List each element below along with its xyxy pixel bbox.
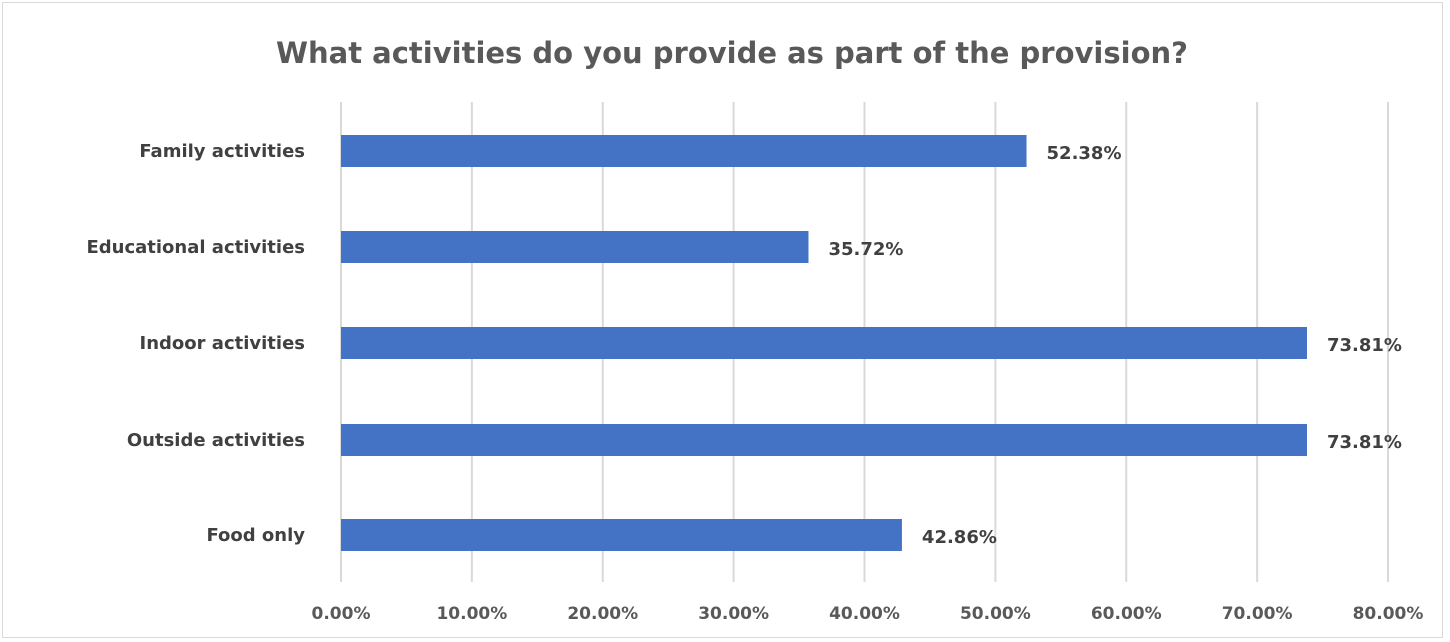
x-tick-label: 60.00% bbox=[1091, 604, 1162, 624]
x-tick-label: 0.00% bbox=[312, 604, 371, 624]
data-label: 52.38% bbox=[1047, 143, 1122, 164]
category-label: Family activities bbox=[139, 141, 305, 162]
bar bbox=[341, 519, 902, 551]
category-label: Outside activities bbox=[127, 430, 305, 451]
chart-title: What activities do you provide as part o… bbox=[276, 36, 1188, 70]
bar bbox=[341, 135, 1027, 167]
x-tick-label: 70.00% bbox=[1222, 604, 1293, 624]
bar bbox=[341, 231, 809, 263]
x-tick-label: 20.00% bbox=[567, 604, 638, 624]
x-tick-label: 10.00% bbox=[436, 604, 507, 624]
x-tick-label: 50.00% bbox=[960, 604, 1031, 624]
category-label: Educational activities bbox=[86, 237, 305, 258]
data-label: 73.81% bbox=[1327, 432, 1402, 453]
category-label: Food only bbox=[206, 525, 305, 546]
data-label: 35.72% bbox=[828, 239, 903, 260]
data-label: 73.81% bbox=[1327, 335, 1402, 356]
bar bbox=[341, 424, 1307, 456]
data-labels: 52.38% 35.72% 73.81% 73.81% 42.86% bbox=[828, 143, 1401, 548]
category-label: Indoor activities bbox=[140, 333, 305, 354]
x-tick-label: 30.00% bbox=[698, 604, 769, 624]
data-label: 42.86% bbox=[922, 527, 997, 548]
category-labels: Family activities Educational activities I… bbox=[86, 141, 305, 546]
x-tick-label: 40.00% bbox=[829, 604, 900, 624]
bar bbox=[341, 327, 1307, 359]
x-tick-label: 80.00% bbox=[1353, 604, 1424, 624]
x-axis-ticks: 0.00% 10.00% 20.00% 30.00% 40.00% 50.00% 60.00… bbox=[312, 604, 1424, 624]
bars bbox=[341, 135, 1307, 551]
